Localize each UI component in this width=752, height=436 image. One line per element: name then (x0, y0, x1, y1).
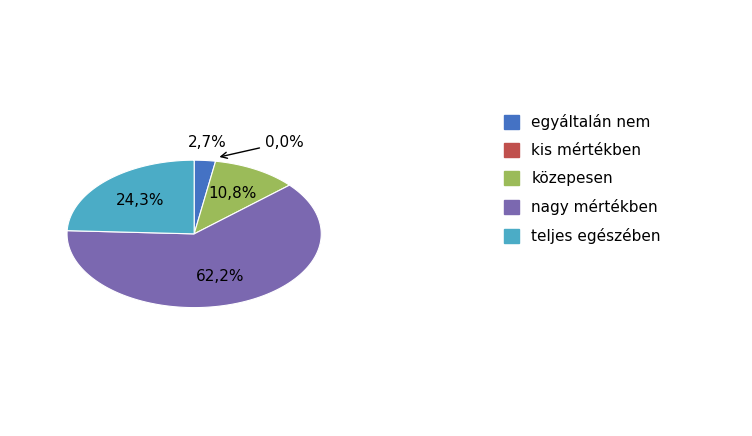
Polygon shape (194, 160, 216, 234)
Polygon shape (67, 160, 194, 234)
Text: 0,0%: 0,0% (221, 135, 304, 158)
Legend: egyáltalán nem, kis mértékben, közepesen, nagy mértékben, teljes egészében: egyáltalán nem, kis mértékben, közepesen… (504, 114, 661, 244)
Text: 24,3%: 24,3% (115, 194, 164, 208)
Text: 10,8%: 10,8% (208, 187, 256, 201)
Polygon shape (194, 161, 290, 234)
Text: 62,2%: 62,2% (196, 269, 244, 284)
Text: 2,7%: 2,7% (188, 135, 227, 150)
Polygon shape (67, 185, 321, 308)
